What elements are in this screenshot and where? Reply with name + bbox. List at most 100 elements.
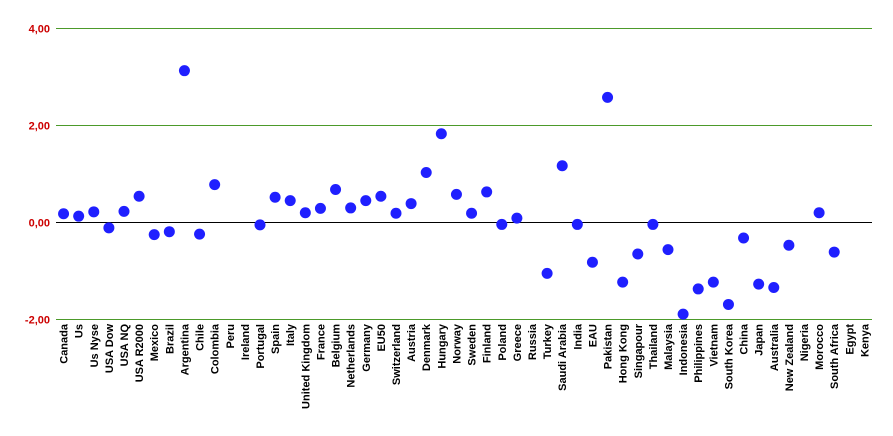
data-point [88, 206, 100, 218]
x-tick-label: USA Dow [104, 324, 116, 374]
x-tick-label: Nigeria [799, 323, 811, 361]
data-point [753, 278, 765, 290]
x-axis-ticks: Canada Us Us Nyse USA Dow USA NQ USA R2000 Mex… [59, 323, 872, 409]
x-tick-label: Switzerland [391, 324, 403, 385]
data-point [556, 160, 568, 172]
y-axis-ticks: 4,00 2,00 0,00 -2,00 [25, 24, 50, 327]
x-tick-label: Finland [482, 324, 494, 363]
x-tick-label: USA R2000 [134, 324, 146, 382]
data-point [420, 167, 432, 179]
x-tick-label: Greece [512, 324, 524, 361]
data-point [194, 228, 206, 240]
x-tick-label: Us [74, 324, 86, 338]
x-tick-label: Italy [285, 323, 297, 346]
data-point [390, 207, 402, 219]
x-tick-label: France [315, 324, 327, 360]
data-point [314, 202, 326, 214]
x-tick-label: Peru [225, 324, 237, 348]
x-tick-label: Mexico [149, 324, 161, 362]
data-point [269, 191, 281, 203]
x-tick-label: Australia [769, 323, 781, 371]
x-tick-label: Denmark [421, 323, 433, 371]
x-tick-label: Germany [361, 323, 373, 372]
data-point [571, 218, 583, 230]
data-point [768, 281, 780, 293]
x-tick-label: EU50 [376, 324, 388, 352]
x-tick-label: Vietnam [708, 324, 720, 367]
data-point [662, 244, 674, 256]
grid-lines [56, 28, 872, 320]
data-point [330, 184, 342, 196]
x-tick-label: Brazil [164, 324, 176, 354]
x-tick-label: Norway [451, 323, 463, 364]
data-point [602, 91, 614, 103]
x-tick-label: Kenya [859, 323, 871, 357]
x-tick-label: Russia [527, 323, 539, 360]
x-tick-label: USA NQ [119, 324, 131, 367]
x-tick-label: United Kingdom [300, 324, 312, 409]
data-point [813, 207, 825, 219]
x-tick-label: India [572, 323, 584, 350]
data-point [209, 179, 221, 191]
data-point [299, 207, 311, 219]
data-point [466, 207, 478, 219]
data-point [496, 218, 508, 230]
y-tick-label: 0,00 [29, 218, 50, 230]
data-point [738, 232, 750, 244]
x-tick-label: Hong Kong [618, 324, 630, 383]
data-point [435, 128, 447, 140]
x-tick-label: Netherlands [346, 324, 358, 388]
data-point [647, 218, 659, 230]
y-tick-label: 2,00 [29, 121, 50, 133]
data-point [345, 202, 357, 214]
x-tick-label: New Zealand [784, 324, 796, 391]
x-tick-label: Austria [406, 323, 418, 362]
x-tick-label: Malaysia [663, 323, 675, 370]
x-tick-label: Us Nyse [89, 324, 101, 367]
x-tick-label: Chile [195, 324, 207, 351]
data-points [58, 65, 840, 320]
data-point [617, 276, 629, 288]
data-point [163, 226, 175, 238]
x-tick-label: Pakistan [603, 324, 615, 370]
data-point [783, 239, 795, 251]
x-tick-label: China [739, 323, 751, 354]
data-point [178, 65, 190, 77]
x-tick-label: Japan [754, 324, 766, 356]
x-tick-label: Portugal [255, 324, 267, 369]
data-point [586, 256, 598, 268]
data-point [133, 190, 145, 202]
x-tick-label: Argentina [179, 323, 191, 375]
x-tick-label: Thailand [648, 324, 660, 369]
data-point [450, 188, 462, 200]
data-point [632, 248, 644, 260]
x-tick-label: Philippines [693, 324, 705, 383]
data-point [677, 308, 689, 320]
x-tick-label: Singapour [633, 323, 645, 378]
x-tick-label: EAU [587, 324, 599, 347]
data-point [511, 212, 523, 224]
x-tick-label: Ireland [240, 324, 252, 360]
x-tick-label: Colombia [210, 323, 222, 374]
data-point [254, 219, 266, 231]
x-tick-label: Poland [497, 324, 509, 361]
x-tick-label: South Korea [723, 323, 735, 389]
data-point [707, 276, 719, 288]
x-tick-label: Sweden [467, 324, 479, 366]
data-point [828, 246, 840, 258]
x-tick-label: South Africa [829, 323, 841, 389]
y-tick-label: -2,00 [25, 315, 50, 327]
data-point [73, 210, 85, 222]
x-tick-label: Hungary [436, 323, 448, 369]
x-tick-label: Canada [59, 323, 71, 364]
x-tick-label: Indonesia [678, 323, 690, 375]
data-point [722, 298, 734, 310]
data-point [360, 195, 372, 207]
x-tick-label: Egypt [844, 324, 856, 355]
x-tick-label: Turkey [542, 323, 554, 359]
data-point [58, 208, 70, 220]
data-point [541, 267, 553, 279]
x-tick-label: Morocco [814, 324, 826, 370]
data-point [148, 229, 160, 241]
